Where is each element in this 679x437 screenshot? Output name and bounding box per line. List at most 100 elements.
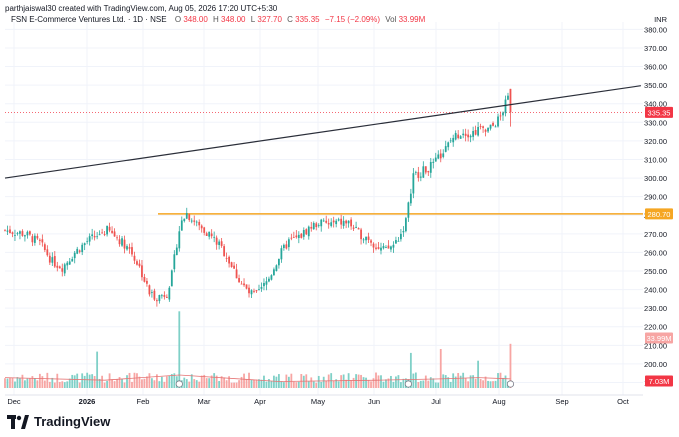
high-label: H [213,15,219,24]
volume-bar [24,380,26,388]
candle-body [183,218,186,222]
volume-bar [248,372,250,388]
x-tick-label: Jun [368,397,380,406]
candle-body [422,166,425,178]
volume-bar [235,382,238,388]
volume-bar [392,381,395,388]
candle-body [432,161,435,163]
volume-bar [380,375,382,388]
candle-body [43,244,46,251]
candle-body [61,268,64,272]
volume-ma-line [4,374,511,382]
volume-bar [43,380,46,388]
candle-body [395,240,397,244]
candle-body [452,137,455,143]
candle-body [479,126,482,127]
volume-bar [68,378,71,388]
volume-bar [230,382,233,388]
candle-body [320,219,323,227]
candle-body [258,288,260,290]
candle-body [213,236,216,238]
volume-bar [136,373,138,388]
candle-body [36,235,39,239]
candle-body [163,294,166,297]
candle-body [454,132,457,140]
volume-bar [76,373,79,388]
volume-bar [240,376,243,388]
volume-bar [357,374,360,388]
candle-body [46,249,49,256]
volume-bar [163,381,166,388]
candle-body [392,244,395,248]
volume-bar [19,378,21,388]
candle-body [26,231,29,236]
volume-bar [377,375,380,388]
y-tick-label: 210.00 [644,341,667,350]
volume-bar [479,378,482,388]
y-tick-label: 300.00 [644,174,667,183]
candle-body [275,265,278,271]
volume-bar [6,378,9,388]
event-marker [506,380,515,388]
candle-body [195,221,198,223]
symbol-title[interactable]: FSN E-Commerce Ventures Ltd. · 1D · NSE [11,15,167,24]
candle-body [402,231,405,233]
x-tick-label: Mar [198,397,211,406]
high-value: 348.00 [221,15,246,24]
candle-body [467,134,470,138]
tradingview-logo[interactable]: TradingView [7,414,110,429]
candle-body [482,126,484,128]
volume-bar [429,377,432,388]
candle-body [325,220,328,223]
candle-body [429,161,432,173]
candle-body [487,127,489,132]
candle-body [357,228,360,230]
candle-body [141,265,143,278]
volume-bar [282,382,285,388]
candle-body [98,234,101,236]
candle-body [385,247,387,248]
volume-bar [168,375,171,388]
volume-bar [245,379,248,388]
volume-bar [195,380,198,388]
candle-body [305,229,308,235]
candle-body [492,122,494,126]
candle-body [484,129,487,132]
candle-body [56,265,59,268]
volume-label: Vol [385,15,397,24]
low-label: L [250,15,256,24]
candle-body [155,300,158,302]
volume-bar [367,380,370,388]
volume-bar [108,373,111,388]
volume-bar [193,379,196,388]
candle-body [414,171,417,173]
candle-body [103,234,106,235]
candle-body [424,166,427,173]
volume-bar [412,373,415,388]
candle-body [489,124,492,129]
candle-body [367,236,370,240]
volume-bar [414,372,417,388]
price-chart[interactable]: 190.00200.00210.00220.00230.00240.00250.… [0,0,679,411]
volume-bar [462,372,465,388]
volume-bar [395,376,397,388]
x-tick-label: May [311,397,325,406]
candle-body [73,252,76,259]
candle-body [178,231,181,249]
volume-bar [203,374,206,388]
volume-bar [225,380,228,388]
candle-body [81,244,84,253]
y-tick-label: 380.00 [644,25,667,34]
candle-body [297,234,300,239]
candle-body [434,157,437,162]
candle-body [502,112,504,116]
y-tick-label: 290.00 [644,193,667,202]
footer: TradingView [0,411,679,437]
volume-bar [312,381,315,388]
volume-bar [278,374,280,388]
candle-body [126,246,128,250]
candle-body [310,226,313,229]
candle-body [350,219,353,227]
volume-bar [213,373,216,388]
candle-body [380,247,382,251]
